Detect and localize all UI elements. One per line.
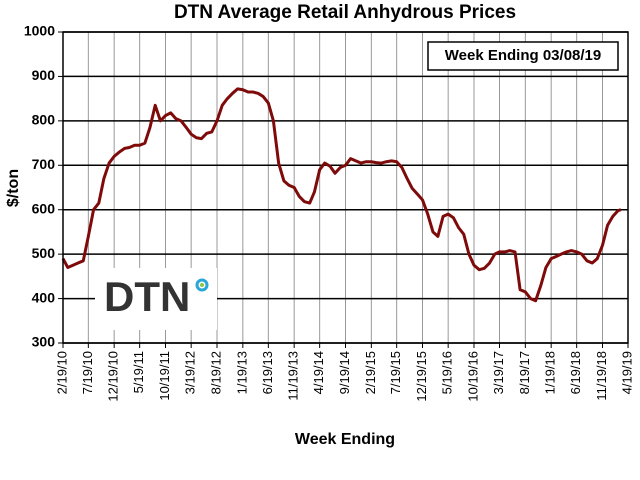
x-tick-label: 1/19/13 [234,351,249,394]
x-tick-label: 10/19/16 [465,351,480,402]
y-tick-label: 400 [32,289,56,305]
plot [61,87,622,303]
logo-text: DTN [104,273,190,320]
x-tick-label: 4/19/14 [311,351,326,394]
x-tick-label: 2/19/15 [363,351,378,394]
annotation: Week Ending 03/08/19 [445,47,601,64]
x-tick-label: 3/19/12 [183,351,198,394]
x-tick-label: 12/19/15 [414,351,429,402]
y-tick-label: 800 [32,112,56,128]
x-tick-label: 8/19/12 [208,351,223,394]
chart-title: DTN Average Retail Anhydrous Prices [174,2,516,23]
x-axis-label: Week Ending [295,431,395,448]
logo-background [95,268,217,330]
logo-icon-dot [200,283,204,287]
x-tick-label: 4/19/19 [619,351,634,394]
y-tick-label: 300 [32,334,56,350]
x-tick-label: 12/19/10 [106,351,121,402]
x-tick-label: 11/19/18 [594,351,609,401]
series-line [61,87,622,303]
y-tick-label: 1000 [24,23,55,39]
x-tick-label: 3/19/17 [491,351,506,394]
x-tick-label: 5/19/11 [131,351,146,393]
x-tick-label: 7/19/15 [388,351,403,394]
x-tick-label: 9/19/14 [337,351,352,394]
plot-frame [62,31,629,344]
x-tick-label: 11/19/13 [286,351,301,401]
y-axis-label: $/ton [5,169,22,207]
x-tick-label: 2/19/10 [54,351,69,394]
y-tick-label: 500 [32,245,56,261]
y-tick-label: 900 [32,67,56,83]
annotation-box [427,41,619,71]
x-tick-label: 8/19/17 [517,351,532,394]
x-tick-label: 6/19/18 [568,351,583,394]
x-tick-label: 10/19/11 [157,351,172,401]
x-tick-label: 6/19/13 [260,351,275,394]
x-tick-label: 7/19/10 [80,351,95,394]
x-tick-label: 5/19/16 [440,351,455,394]
y-tick-label: 700 [32,156,56,172]
y-tick-label: 600 [32,200,56,216]
logo-icon [195,278,209,292]
x-tick-label: 1/19/18 [543,351,558,394]
logo: DTN [95,268,217,330]
